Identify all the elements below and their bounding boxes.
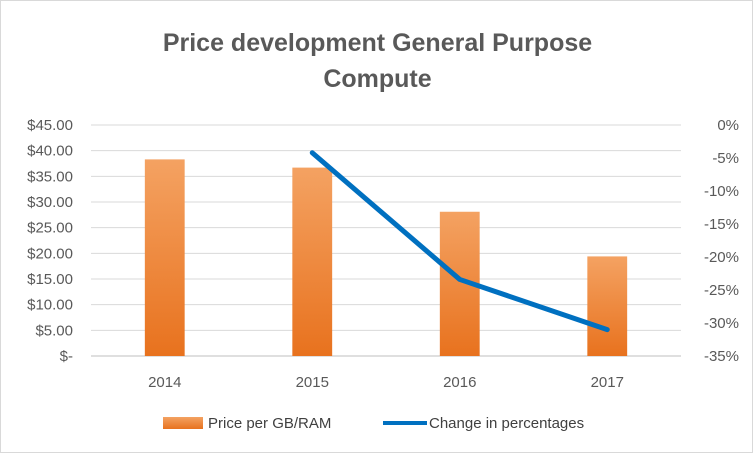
bar-price	[144, 159, 185, 356]
y-left-tick-label: $-	[60, 348, 73, 365]
y-right-tick-label: -30%	[704, 315, 739, 332]
y-left-tick-label: $35.00	[27, 168, 73, 185]
y-right-tick-label: -10%	[704, 183, 739, 200]
x-tick-label: 2016	[443, 374, 476, 391]
chart-title-line-2: Compute	[323, 65, 432, 93]
bar-price	[587, 256, 628, 356]
y-left-tick-label: $10.00	[27, 297, 73, 314]
y-left-tick-label: $25.00	[27, 220, 73, 237]
legend-item-price: Price per GB/RAM	[163, 411, 331, 435]
y-left-tick-label: $45.00	[27, 117, 73, 134]
y-left-tick-label: $5.00	[35, 322, 73, 339]
bar-price	[292, 167, 333, 356]
legend-swatch-line	[383, 421, 427, 425]
line-change-percent	[309, 150, 610, 333]
y-right-tick-label: 0%	[717, 117, 739, 134]
x-tick-label: 2015	[296, 374, 329, 391]
y-left-tick-label: $20.00	[27, 245, 73, 262]
y-left-tick-label: $40.00	[27, 143, 73, 160]
y-right-tick-label: -25%	[704, 282, 739, 299]
y-left-tick-label: $15.00	[27, 271, 73, 288]
chart-legend: Price per GB/RAM Change in percentages	[1, 411, 753, 435]
y-right-tick-label: -15%	[704, 216, 739, 233]
legend-label-change: Change in percentages	[429, 414, 585, 432]
y-right-tick-label: -35%	[704, 348, 739, 365]
legend-item-change: Change in percentages	[383, 411, 584, 435]
x-tick-label: 2017	[591, 374, 624, 391]
chart-title-line-1: Price development General Purpose	[162, 29, 593, 57]
legend-swatch-bar	[163, 417, 203, 429]
y-right-tick-label: -20%	[704, 249, 739, 266]
x-tick-label: 2014	[148, 374, 181, 391]
y-right-tick-label: -5%	[712, 150, 739, 167]
legend-label-price: Price per GB/RAM	[208, 414, 332, 432]
y-left-tick-label: $30.00	[27, 194, 73, 211]
